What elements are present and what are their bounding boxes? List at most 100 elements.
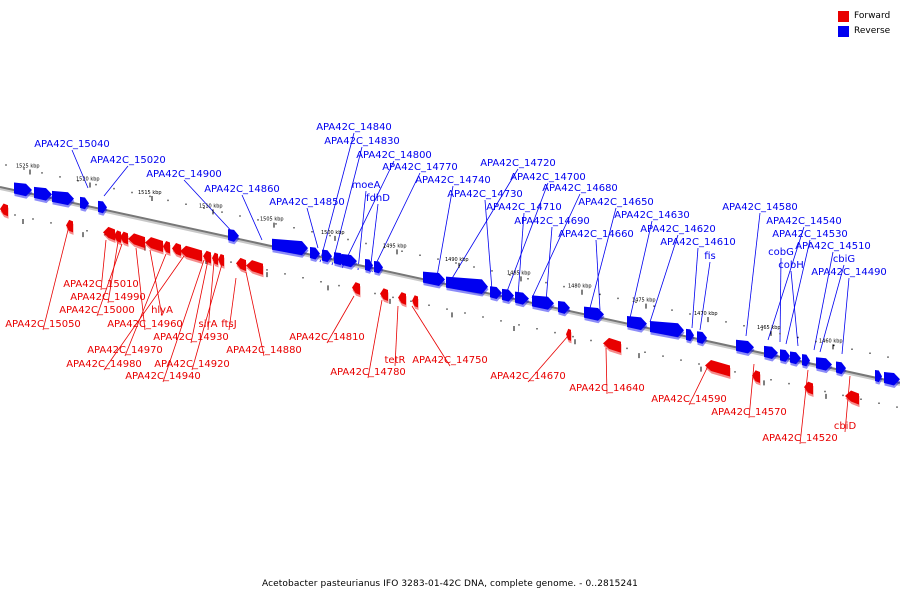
- gene-label[interactable]: sirA: [199, 319, 218, 330]
- reverse-gene-arrow[interactable]: [697, 331, 707, 344]
- gene-label[interactable]: APA42C_14980: [66, 359, 142, 370]
- gene-label[interactable]: APA42C_14540: [766, 216, 842, 227]
- gene-label[interactable]: APA42C_15010: [63, 279, 139, 290]
- forward-gene-arrow[interactable]: [0, 203, 8, 217]
- gene-label[interactable]: APA42C_14930: [153, 332, 229, 343]
- gene-label[interactable]: APA42C_14970: [87, 345, 163, 356]
- reverse-gene-arrow[interactable]: [446, 276, 488, 295]
- reverse-gene-arrow[interactable]: [14, 182, 32, 197]
- reverse-gene-arrow[interactable]: [423, 271, 445, 286]
- forward-gene-arrow[interactable]: [163, 240, 170, 254]
- reverse-gene-arrow[interactable]: [650, 321, 684, 338]
- reverse-gene-arrow[interactable]: [310, 247, 320, 260]
- gene-label[interactable]: APA42C_14640: [569, 383, 645, 394]
- gene-label[interactable]: APA42C_14570: [711, 407, 787, 418]
- gene-label[interactable]: tetR: [385, 355, 406, 366]
- forward-gene-arrow[interactable]: [103, 226, 115, 241]
- forward-gene-arrow[interactable]: [246, 260, 263, 275]
- gene-label[interactable]: moeA: [352, 180, 381, 191]
- gene-label[interactable]: APA42C_14700: [510, 172, 586, 183]
- reverse-gene-arrow[interactable]: [836, 361, 846, 375]
- gene-label[interactable]: APA42C_14490: [811, 267, 887, 278]
- gene-label[interactable]: APA42C_14520: [762, 433, 838, 444]
- reverse-gene-arrow[interactable]: [515, 291, 529, 305]
- forward-gene-arrow[interactable]: [145, 237, 163, 252]
- gene-label[interactable]: APA42C_15040: [34, 139, 110, 150]
- reverse-gene-arrow[interactable]: [686, 328, 694, 342]
- forward-gene-arrow[interactable]: [128, 233, 145, 249]
- gene-label[interactable]: APA42C_14960: [107, 319, 183, 330]
- reverse-gene-arrow[interactable]: [80, 196, 89, 210]
- reverse-gene-arrow[interactable]: [490, 286, 502, 300]
- forward-gene-arrow[interactable]: [705, 360, 730, 377]
- gene-label[interactable]: APA42C_14690: [514, 216, 590, 227]
- forward-gene-arrow[interactable]: [352, 282, 360, 295]
- gene-label[interactable]: hlyA: [151, 305, 173, 316]
- gene-label[interactable]: ftsJ: [221, 319, 236, 330]
- forward-gene-arrow[interactable]: [236, 257, 246, 272]
- reverse-gene-arrow[interactable]: [34, 186, 52, 201]
- gene-label[interactable]: APA42C_14770: [382, 162, 458, 173]
- reverse-gene-arrow[interactable]: [365, 258, 373, 272]
- reverse-gene-arrow[interactable]: [584, 306, 604, 321]
- reverse-gene-arrow[interactable]: [374, 260, 383, 274]
- reverse-gene-arrow[interactable]: [272, 238, 308, 256]
- gene-label[interactable]: APA42C_14620: [640, 224, 716, 235]
- forward-gene-arrow[interactable]: [218, 253, 224, 267]
- reverse-gene-arrow[interactable]: [764, 345, 778, 360]
- gene-label[interactable]: APA42C_14720: [480, 158, 556, 169]
- gene-label[interactable]: APA42C_14860: [204, 184, 280, 195]
- reverse-gene-arrow[interactable]: [790, 351, 801, 365]
- gene-label[interactable]: fdhD: [366, 193, 390, 204]
- forward-gene-arrow[interactable]: [398, 292, 406, 305]
- gene-label[interactable]: cobG: [768, 247, 794, 258]
- gene-label[interactable]: cbiG: [833, 254, 855, 265]
- gene-label[interactable]: APA42C_14680: [542, 183, 618, 194]
- gene-label[interactable]: APA42C_14710: [486, 202, 562, 213]
- reverse-gene-arrow[interactable]: [558, 301, 570, 314]
- gene-label[interactable]: APA42C_14670: [490, 371, 566, 382]
- gene-label[interactable]: APA42C_14920: [154, 359, 230, 370]
- reverse-gene-arrow[interactable]: [502, 288, 514, 302]
- forward-gene-arrow[interactable]: [845, 390, 859, 405]
- reverse-gene-arrow[interactable]: [627, 316, 647, 331]
- reverse-gene-arrow[interactable]: [532, 295, 554, 310]
- forward-gene-arrow[interactable]: [212, 252, 218, 265]
- gene-label[interactable]: APA42C_14830: [324, 136, 400, 147]
- forward-gene-arrow[interactable]: [180, 245, 202, 262]
- gene-label[interactable]: APA42C_15020: [90, 155, 166, 166]
- forward-gene-arrow[interactable]: [66, 219, 73, 233]
- forward-gene-arrow[interactable]: [114, 230, 121, 243]
- forward-gene-arrow[interactable]: [120, 231, 128, 245]
- gene-label[interactable]: APA42C_14850: [269, 197, 345, 208]
- gene-label[interactable]: APA42C_15050: [5, 319, 81, 330]
- gene-label[interactable]: APA42C_14880: [226, 345, 302, 356]
- gene-label[interactable]: APA42C_14940: [125, 371, 201, 382]
- gene-label[interactable]: APA42C_14730: [447, 189, 523, 200]
- reverse-gene-arrow[interactable]: [780, 349, 790, 362]
- reverse-gene-arrow[interactable]: [52, 190, 74, 206]
- forward-gene-arrow[interactable]: [380, 288, 388, 301]
- gene-label[interactable]: APA42C_14810: [289, 332, 365, 343]
- gene-label[interactable]: APA42C_14750: [412, 355, 488, 366]
- reverse-gene-arrow[interactable]: [342, 253, 357, 268]
- gene-label[interactable]: APA42C_14510: [795, 241, 871, 252]
- reverse-gene-arrow[interactable]: [875, 370, 882, 383]
- gene-label[interactable]: APA42C_14990: [70, 292, 146, 303]
- gene-label[interactable]: APA42C_14800: [356, 150, 432, 161]
- reverse-gene-arrow[interactable]: [816, 357, 832, 371]
- forward-gene-arrow[interactable]: [752, 370, 760, 384]
- gene-label[interactable]: APA42C_14660: [558, 229, 634, 240]
- gene-label[interactable]: APA42C_14780: [330, 367, 406, 378]
- reverse-gene-arrow[interactable]: [228, 229, 239, 242]
- forward-gene-arrow[interactable]: [203, 250, 211, 264]
- gene-label[interactable]: APA42C_14610: [660, 237, 736, 248]
- gene-label[interactable]: cobH: [778, 260, 803, 271]
- gene-label[interactable]: APA42C_14530: [772, 229, 848, 240]
- forward-gene-arrow[interactable]: [603, 337, 621, 353]
- gene-label[interactable]: APA42C_14740: [415, 175, 491, 186]
- gene-label[interactable]: APA42C_14900: [146, 169, 222, 180]
- forward-gene-arrow[interactable]: [804, 381, 813, 395]
- gene-label[interactable]: APA42C_14580: [722, 202, 798, 213]
- forward-gene-arrow[interactable]: [172, 242, 181, 256]
